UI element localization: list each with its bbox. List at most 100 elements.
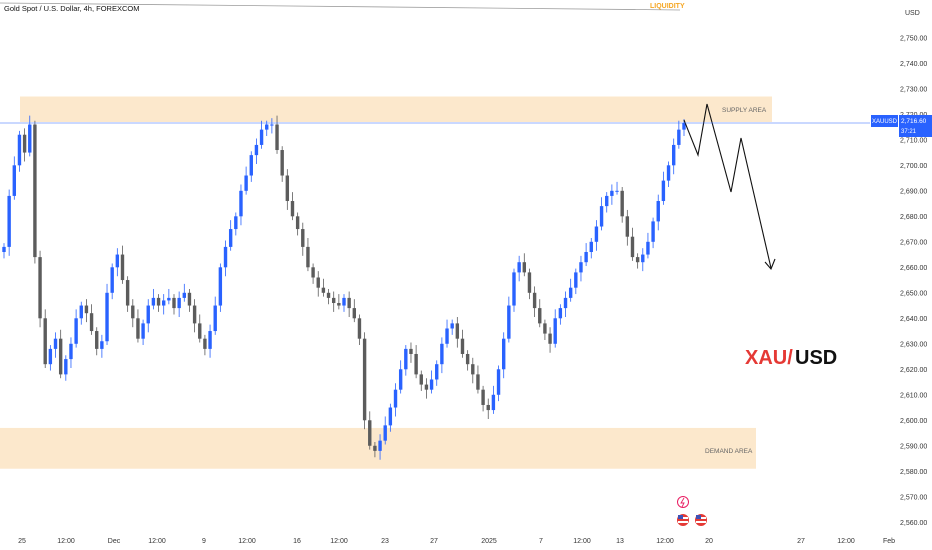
candle: [527, 268, 532, 300]
x-tick-label: 12:00: [573, 538, 591, 545]
candle: [2, 243, 6, 259]
candle: [357, 314, 362, 346]
candle: [182, 283, 187, 302]
x-tick-label: 12:00: [656, 538, 674, 545]
candle: [22, 128, 27, 162]
candle: [558, 304, 563, 325]
y-tick-label: 2,670.00: [900, 239, 927, 246]
candle: [589, 237, 593, 259]
candle: [228, 220, 233, 251]
candle: [615, 181, 619, 195]
x-tick-label: 12:00: [837, 538, 855, 545]
candle: [378, 434, 382, 460]
candle: [646, 232, 650, 259]
x-tick-label: 7: [539, 538, 543, 545]
symbol-title: Gold Spot / U.S. Dollar, 4h, FOREXCOM: [4, 4, 140, 13]
candle: [74, 309, 78, 348]
candle: [331, 291, 336, 312]
candle: [471, 357, 475, 384]
candle: [311, 263, 315, 284]
candle: [445, 319, 449, 348]
candle: [398, 360, 403, 394]
price-tag-value: 2,716.60: [901, 118, 927, 125]
candle: [352, 299, 357, 323]
candle: [321, 278, 326, 297]
candle: [682, 119, 686, 137]
candle: [368, 411, 372, 450]
y-tick-label: 2,650.00: [900, 290, 927, 297]
candle: [538, 299, 542, 328]
candle: [677, 120, 681, 149]
candle: [177, 291, 181, 318]
candle: [100, 334, 104, 358]
us-flag-event-icon[interactable]: [677, 514, 689, 526]
y-tick-label: 2,700.00: [900, 163, 927, 170]
candle: [671, 138, 676, 175]
candle: [254, 138, 259, 165]
liquidity-label: LIQUIDITY: [650, 3, 685, 10]
candle: [192, 299, 197, 333]
candle: [517, 255, 521, 282]
candle: [641, 248, 645, 272]
price-tag-countdown: 37:21: [901, 129, 917, 135]
x-tick-label: 12:00: [148, 538, 166, 545]
candle: [280, 146, 284, 182]
candle: [84, 299, 89, 323]
candle: [125, 276, 130, 312]
candle: [12, 156, 17, 200]
candle: [496, 365, 501, 402]
price-tag-bg: [899, 115, 932, 137]
y-tick-label: 2,710.00: [900, 137, 927, 144]
candle: [568, 278, 573, 302]
candles-layer: [2, 115, 686, 460]
y-tick-label: 2,740.00: [900, 61, 927, 68]
y-tick-label: 2,590.00: [900, 443, 927, 450]
y-tick-label: 2,600.00: [900, 418, 927, 425]
candle: [429, 370, 434, 394]
x-tick-label: Feb: [883, 538, 895, 545]
candle: [435, 360, 439, 386]
candle: [95, 327, 99, 356]
candle: [156, 294, 161, 312]
candle: [48, 345, 53, 371]
candle: [548, 327, 552, 353]
candle: [574, 268, 578, 295]
candle: [244, 166, 248, 195]
us-flag-event-icon-2[interactable]: [695, 514, 707, 526]
candle: [306, 237, 310, 272]
y-tick-label: 2,660.00: [900, 265, 927, 272]
candle: [234, 212, 238, 236]
candle: [43, 309, 47, 369]
ticker-tag: XAUUSD: [872, 119, 898, 125]
x-tick-label: 9: [202, 538, 206, 545]
x-tick-label: 20: [705, 538, 713, 545]
liquidity-line: [0, 2, 681, 11]
candle: [203, 334, 207, 356]
candle: [424, 378, 429, 399]
projection-arrowhead: [764, 258, 776, 271]
x-tick-label: 12:00: [57, 538, 75, 545]
candle: [481, 385, 485, 412]
candle: [419, 370, 423, 391]
candle: [151, 288, 156, 310]
candle: [393, 383, 398, 417]
y-tick-label: 2,690.00: [900, 188, 927, 195]
lightning-event-icon[interactable]: [677, 496, 689, 508]
y-tick-label: 2,570.00: [900, 494, 927, 501]
x-tick-label: 23: [381, 538, 389, 545]
supply-zone: [20, 96, 772, 122]
candle: [7, 189, 11, 256]
candle: [270, 118, 274, 134]
candle: [110, 263, 114, 300]
candle: [661, 171, 666, 205]
candle: [491, 385, 496, 414]
candle: [362, 332, 367, 430]
candle: [599, 197, 604, 231]
candle: [223, 240, 228, 277]
candle: [208, 324, 212, 358]
y-tick-label: 2,730.00: [900, 86, 927, 93]
candle: [584, 243, 588, 267]
y-tick-label: 2,640.00: [900, 316, 927, 323]
watermark-xau: XAU/: [745, 347, 793, 369]
